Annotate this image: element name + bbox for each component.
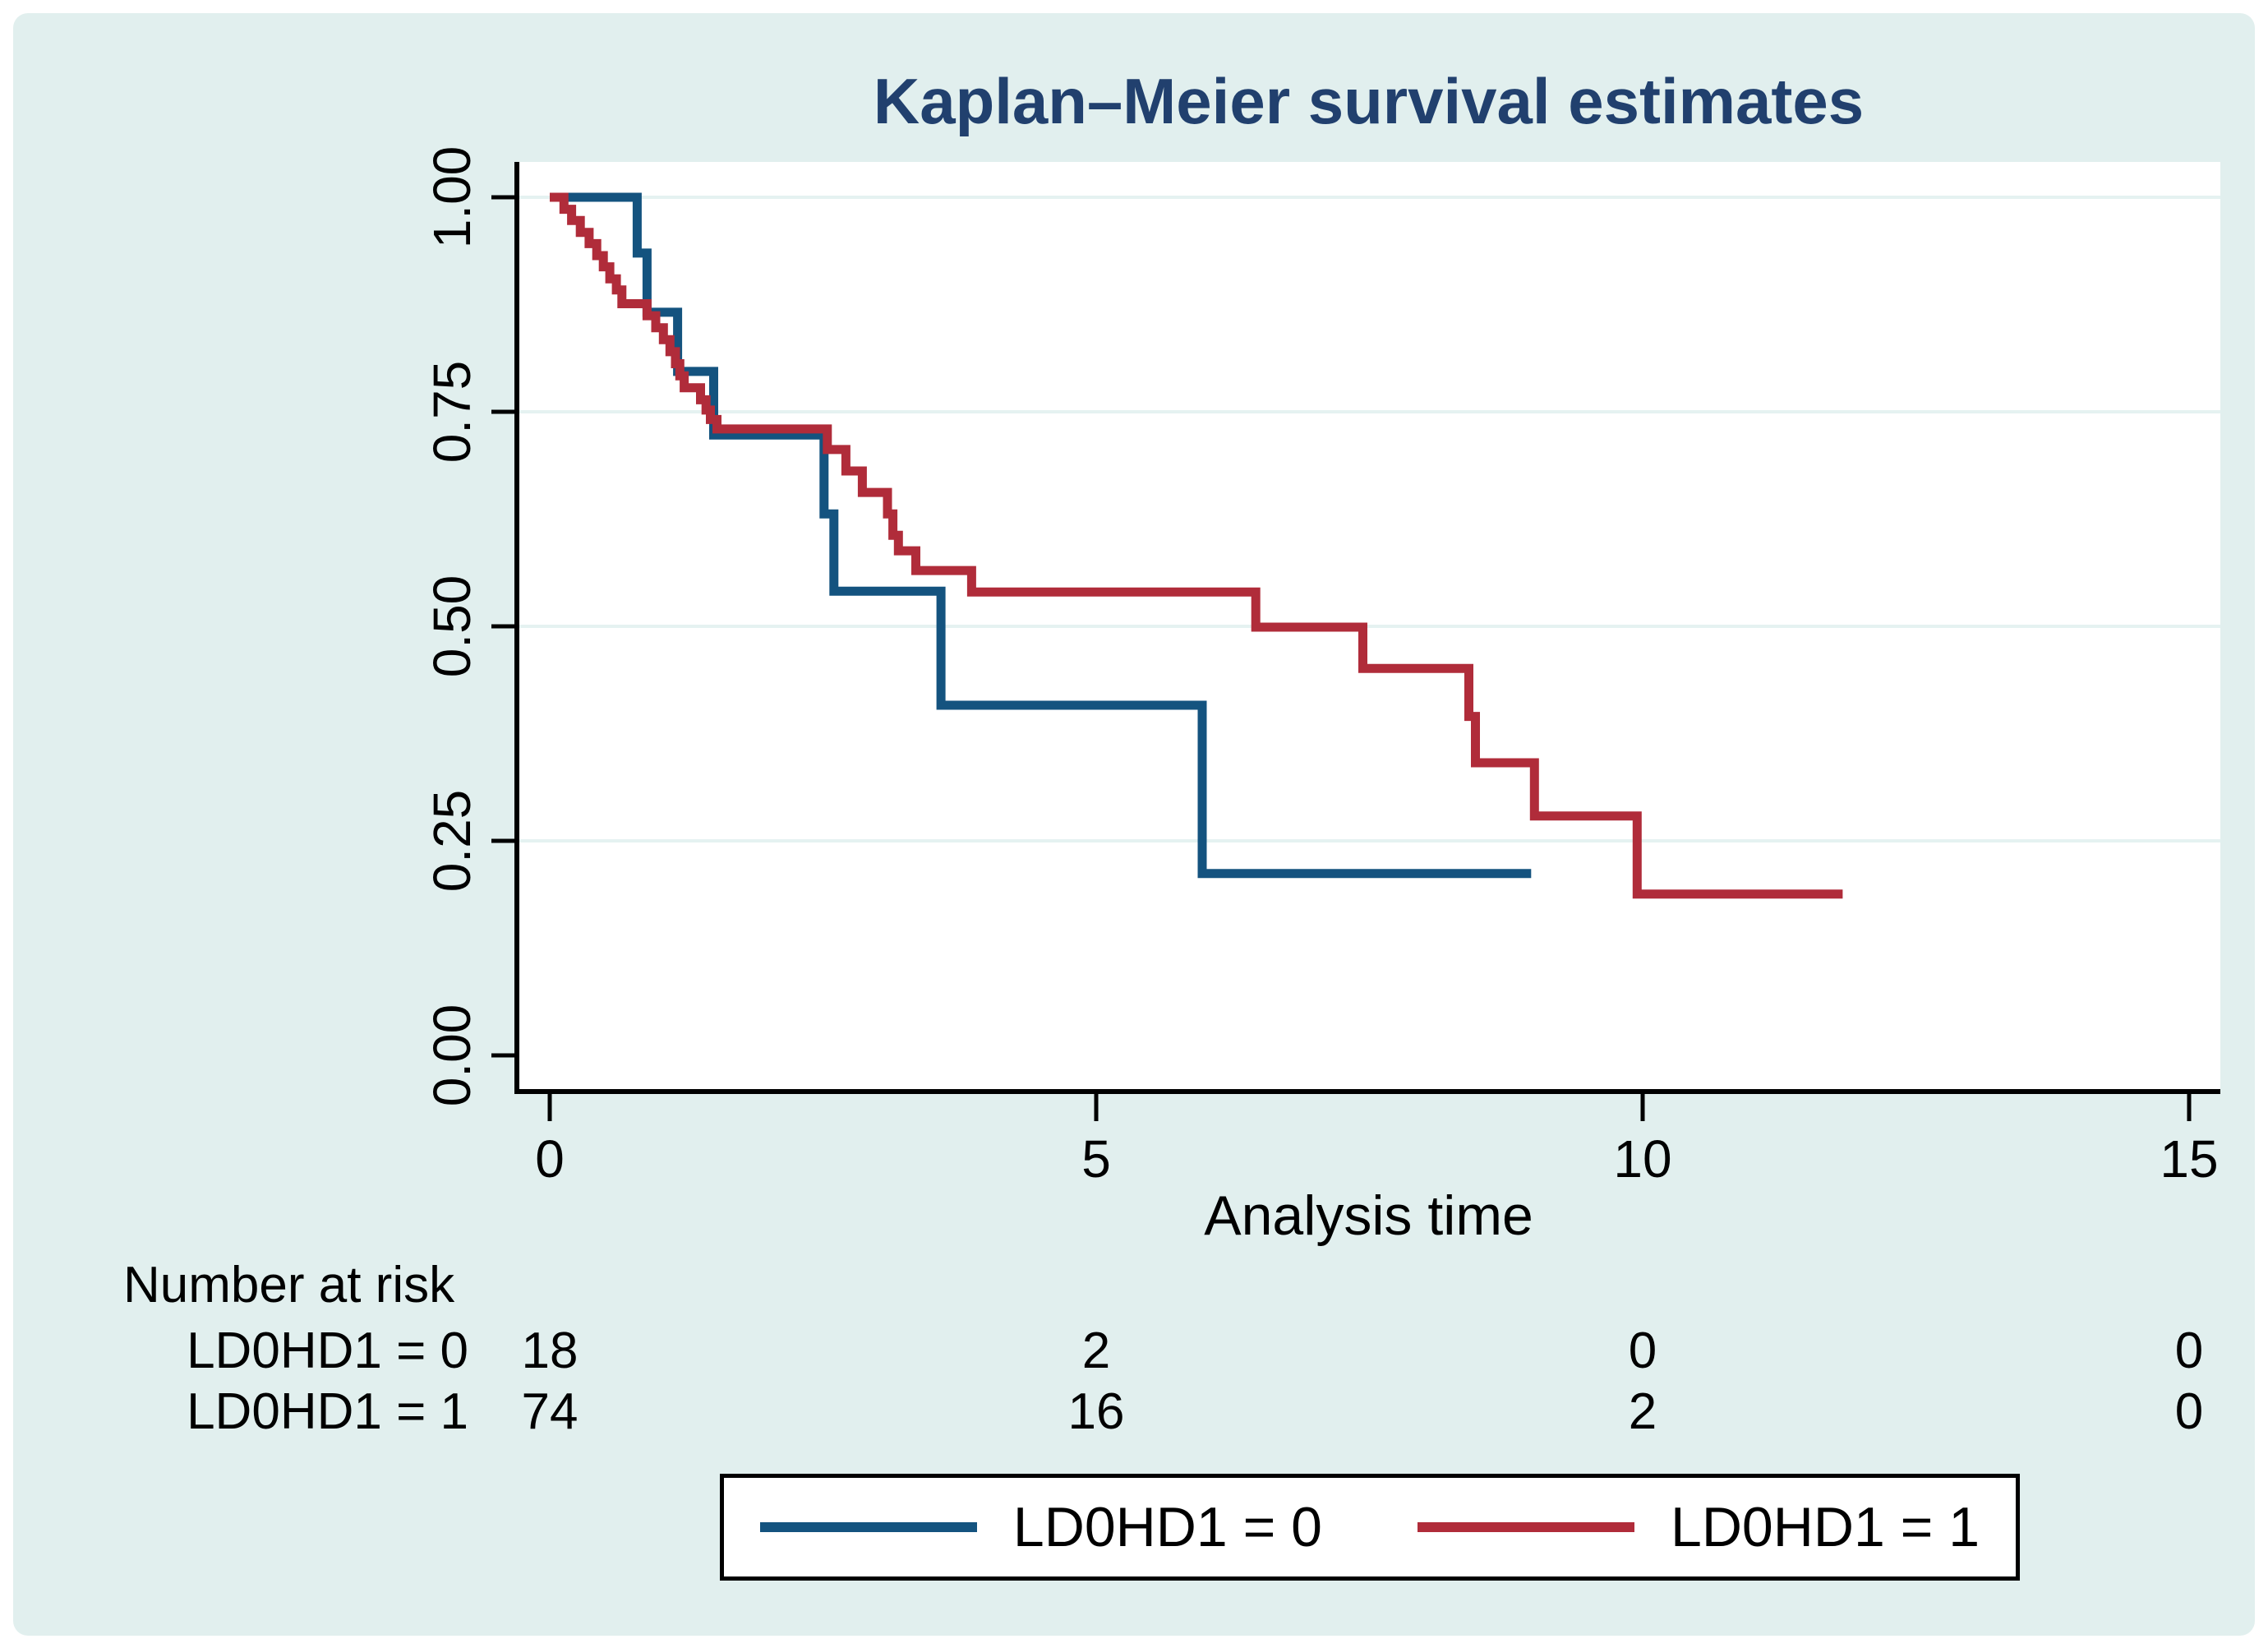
legend-line-swatch-0 bbox=[759, 1522, 977, 1532]
legend: LD0HD1 = 0 LD0HD1 = 1 bbox=[720, 1474, 2020, 1581]
risk-value-r0-c2: 0 bbox=[1628, 1323, 1657, 1379]
risk-value-r1-c2: 2 bbox=[1628, 1383, 1657, 1440]
x-axis-title: Analysis time bbox=[1204, 1184, 1533, 1247]
legend-entry-1: LD0HD1 = 1 bbox=[1418, 1495, 1980, 1559]
risk-table-heading: Number at risk bbox=[123, 1257, 455, 1313]
chart-title: Kaplan–Meier survival estimates bbox=[873, 65, 1865, 137]
risk-value-r1-c0: 74 bbox=[521, 1383, 579, 1440]
x-tick-label: 5 bbox=[1081, 1129, 1111, 1189]
legend-label-1: LD0HD1 = 1 bbox=[1671, 1496, 1980, 1558]
risk-value-r1-c3: 0 bbox=[2174, 1383, 2204, 1440]
risk-value-r1-c1: 16 bbox=[1067, 1383, 1125, 1440]
risk-row-label-1: LD0HD1 = 1 bbox=[187, 1383, 468, 1440]
x-tick-label: 10 bbox=[1613, 1129, 1671, 1189]
legend-label-0: LD0HD1 = 0 bbox=[1012, 1496, 1322, 1558]
risk-value-r0-c0: 18 bbox=[521, 1323, 579, 1379]
y-tick-label: 0.25 bbox=[422, 790, 482, 893]
legend-entry-0: LD0HD1 = 0 bbox=[759, 1495, 1322, 1559]
x-tick-label: 0 bbox=[535, 1129, 565, 1189]
risk-value-r0-c3: 0 bbox=[2174, 1323, 2204, 1379]
risk-value-r0-c1: 2 bbox=[1081, 1323, 1111, 1379]
x-tick-label: 15 bbox=[2160, 1129, 2218, 1189]
y-tick-label: 0.00 bbox=[422, 1004, 482, 1107]
y-tick-label: 0.75 bbox=[422, 361, 482, 464]
km-curve-1 bbox=[550, 192, 1843, 899]
y-tick-label: 0.50 bbox=[422, 575, 482, 678]
y-tick-label: 1.00 bbox=[422, 146, 482, 249]
legend-line-swatch-1 bbox=[1418, 1522, 1634, 1532]
risk-row-label-0: LD0HD1 = 0 bbox=[187, 1323, 468, 1379]
km-curve-0 bbox=[550, 192, 1532, 879]
